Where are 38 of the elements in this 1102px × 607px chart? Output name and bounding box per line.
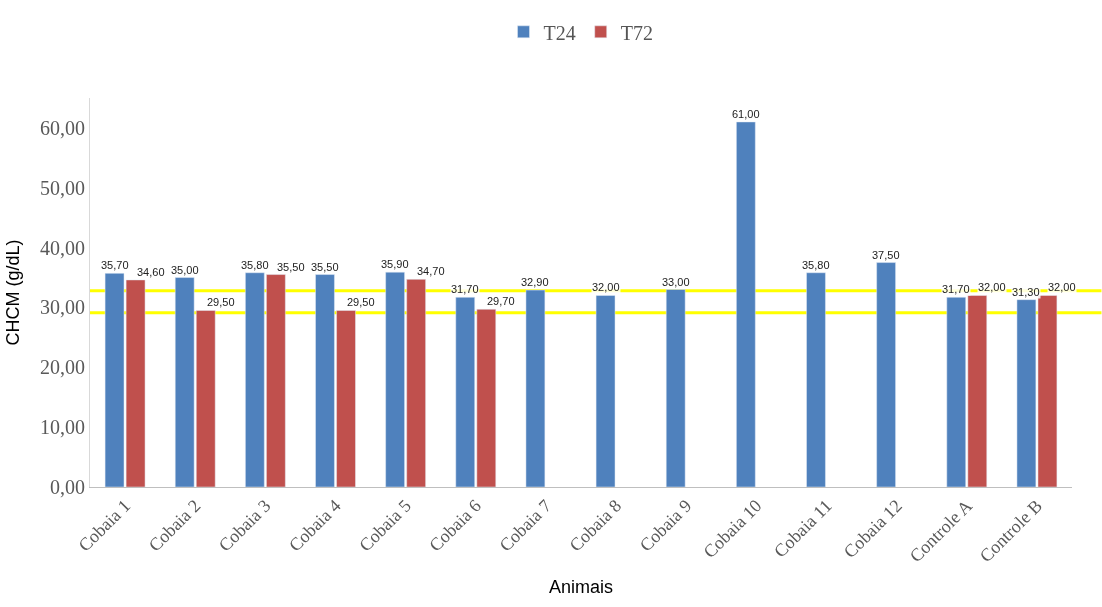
data-label: 29,70: [487, 295, 515, 307]
data-label: 31,30: [1012, 286, 1040, 298]
data-label: 35,50: [277, 261, 305, 273]
y-tick-label: 40,00: [40, 236, 85, 259]
data-label: 32,00: [1048, 281, 1076, 293]
bar: [876, 262, 896, 487]
bar: [806, 272, 826, 487]
data-label: 34,70: [417, 265, 445, 277]
data-label: 61,00: [732, 108, 760, 120]
bar: [736, 121, 756, 487]
data-label: 35,80: [241, 259, 269, 271]
data-label: 31,70: [942, 283, 970, 295]
data-label: 32,90: [521, 276, 549, 288]
data-label: 35,90: [381, 258, 409, 270]
data-label: 35,70: [101, 259, 129, 271]
data-label: 32,00: [978, 281, 1006, 293]
data-label: 32,00: [592, 281, 620, 293]
legend-label: T72: [620, 21, 653, 44]
data-label: 33,00: [662, 276, 690, 288]
data-label: 35,00: [171, 264, 199, 276]
bar: [525, 289, 546, 487]
data-label: 37,50: [872, 249, 900, 261]
data-label: 31,70: [451, 283, 479, 295]
data-label: 34,60: [137, 266, 165, 278]
data-label: 29,50: [207, 296, 235, 308]
y-tick-label: 30,00: [40, 296, 85, 319]
data-label: 35,80: [802, 259, 830, 271]
y-tick-label: 60,00: [40, 116, 85, 139]
y-tick-label: 50,00: [40, 176, 85, 199]
y-tick-label: 20,00: [40, 356, 85, 379]
y-tick-label: 10,00: [40, 416, 85, 439]
y-axis-title: CHCM (g/dL): [3, 239, 24, 346]
data-label: 35,50: [311, 261, 339, 273]
y-tick-label: 0,00: [50, 476, 85, 498]
legend-label: T24: [543, 21, 576, 44]
bar: [665, 289, 686, 487]
x-axis-title: Animais: [548, 577, 614, 598]
data-label: 29,50: [347, 296, 375, 308]
